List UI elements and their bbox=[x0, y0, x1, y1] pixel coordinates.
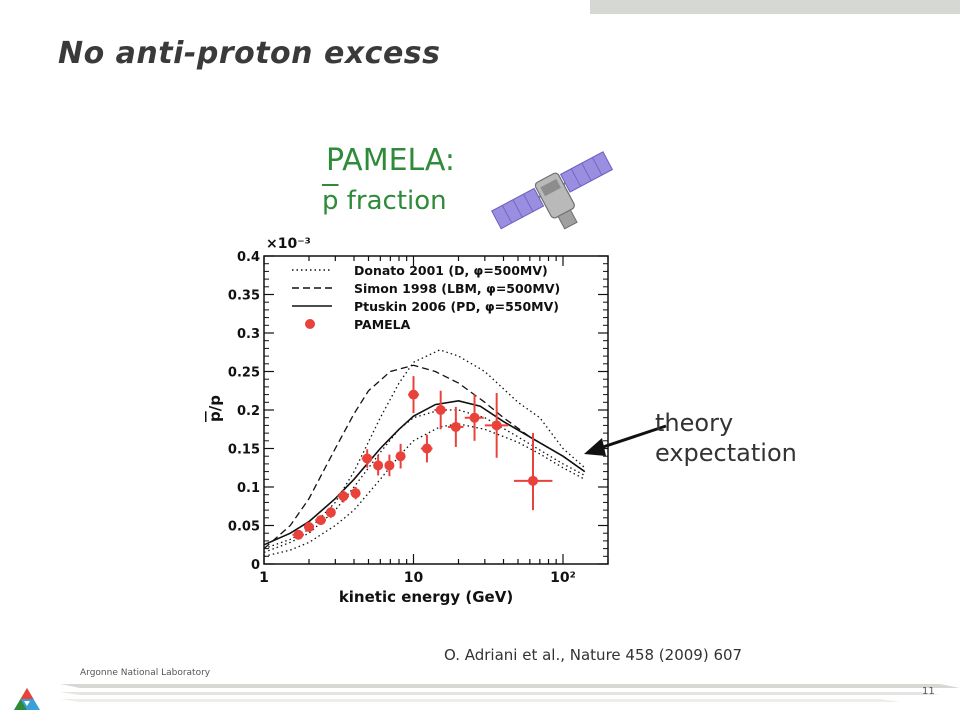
y-tick-label: 0.2 bbox=[237, 404, 260, 419]
x-tick-label: 10² bbox=[550, 570, 576, 586]
legend-label: PAMELA bbox=[354, 317, 411, 332]
pamela-point-10 bbox=[408, 389, 419, 400]
page-number: 11 bbox=[922, 686, 935, 697]
pamela-point-4 bbox=[338, 491, 349, 502]
series-line-dotted-5 bbox=[263, 423, 586, 557]
y-tick-label: 0 bbox=[251, 558, 260, 573]
y-tick-label: 0.35 bbox=[228, 289, 260, 304]
y-tick-label: 0.25 bbox=[228, 366, 260, 381]
figure-subtitle-rest: fraction bbox=[338, 186, 447, 216]
x-axis-label: kinetic energy (GeV) bbox=[339, 588, 513, 606]
y-tick-label: 0.3 bbox=[237, 327, 260, 342]
pamela-point-12 bbox=[435, 405, 446, 415]
pamela-point-13 bbox=[450, 421, 461, 432]
y-tick-label: 0.05 bbox=[228, 520, 260, 535]
y-tick-label: 0.4 bbox=[237, 250, 260, 265]
pamela-point-8 bbox=[384, 460, 395, 471]
figure-title: PAMELA: bbox=[326, 143, 456, 178]
satellite-icon bbox=[491, 151, 614, 230]
theory-annotation: theory expectation bbox=[655, 408, 797, 468]
pamela-point-9 bbox=[395, 451, 406, 462]
pamela-point-2 bbox=[315, 515, 326, 526]
pamela-point-6 bbox=[362, 453, 373, 464]
theory-annotation-line2: expectation bbox=[655, 439, 797, 467]
footer-decorative-lines bbox=[60, 684, 960, 702]
y-exponent-label: ×10⁻³ bbox=[266, 236, 311, 252]
pamela-point-15 bbox=[491, 420, 502, 431]
top-decorative-bar bbox=[590, 0, 960, 14]
y-axis-label-pbar: p bbox=[206, 411, 224, 422]
pamela-point-11 bbox=[421, 443, 432, 454]
y-tick-label: 0.15 bbox=[228, 443, 260, 458]
pamela-point-7 bbox=[373, 460, 384, 471]
pamela-point-1 bbox=[304, 522, 315, 533]
y-axis-label: p/p bbox=[206, 395, 224, 422]
legend-label: Simon 1998 (LBM, φ=500MV) bbox=[354, 281, 560, 296]
series-line-dashed-2 bbox=[263, 364, 586, 550]
pamela-point-3 bbox=[325, 507, 336, 518]
pamela-point-16 bbox=[527, 475, 538, 486]
pamela-point-0 bbox=[293, 529, 304, 540]
legend-label: Donato 2001 (D, φ=500MV) bbox=[354, 263, 548, 278]
legend-marker-pamela bbox=[305, 319, 315, 329]
y-axis-label-rest: /p bbox=[206, 395, 224, 411]
y-tick-label: 0.1 bbox=[237, 481, 260, 496]
lab-name: Argonne National Laboratory bbox=[80, 668, 211, 678]
x-tick-label: 1 bbox=[259, 570, 269, 586]
slide-title: No anti-proton excess bbox=[58, 36, 441, 71]
theory-annotation-line1: theory bbox=[655, 409, 734, 437]
pamela-point-5 bbox=[350, 488, 361, 499]
figure-subtitle: p fraction bbox=[322, 186, 447, 216]
x-tick-label: 10 bbox=[404, 570, 424, 586]
pamela-point-14 bbox=[469, 412, 480, 423]
citation: O. Adriani et al., Nature 458 (2009) 607 bbox=[444, 646, 743, 664]
figure-subtitle-pbar: p bbox=[322, 186, 339, 216]
legend-label: Ptuskin 2006 (PD, φ=550MV) bbox=[354, 299, 559, 314]
antiproton-fraction-chart: 1 10 10² 0 0.05 0.1 0.15 0.2 0.25 0.3 0.35 0.4 ×10⁻³… bbox=[206, 236, 609, 606]
series-line-solid-1 bbox=[263, 399, 586, 546]
arrow-icon bbox=[584, 424, 667, 456]
argonne-logo-icon bbox=[14, 688, 40, 710]
